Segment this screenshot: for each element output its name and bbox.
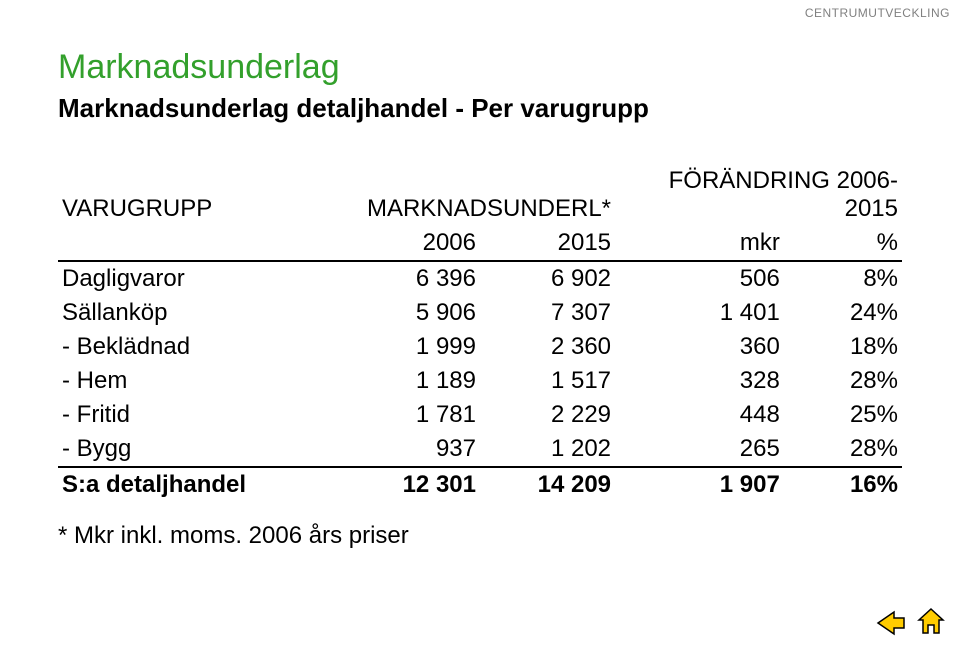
- page-title: Marknadsunderlag: [58, 48, 902, 87]
- cell-label: Sällanköp: [58, 296, 345, 330]
- cell-value: 506: [615, 261, 784, 296]
- col-header-marknadsunderl: MARKNADSUNDERL*: [345, 164, 615, 226]
- cell-value: 1 999: [345, 330, 480, 364]
- col-header-pct: %: [784, 226, 902, 261]
- table-row: - Hem 1 189 1 517 328 28%: [58, 364, 902, 398]
- nav-home-icon[interactable]: [916, 606, 946, 636]
- nav-icons: [876, 606, 946, 636]
- table-total-row: S:a detaljhandel 12 301 14 209 1 907 16%: [58, 467, 902, 502]
- page-subtitle: Marknadsunderlag detaljhandel - Per varu…: [58, 93, 902, 124]
- cell-value: 7 307: [480, 296, 615, 330]
- table-row: - Fritid 1 781 2 229 448 25%: [58, 398, 902, 432]
- cell-value: 360: [615, 330, 784, 364]
- cell-value: 2 360: [480, 330, 615, 364]
- col-header-mkr: mkr: [615, 226, 784, 261]
- table-row: - Beklädnad 1 999 2 360 360 18%: [58, 330, 902, 364]
- cell-value: 1 401: [615, 296, 784, 330]
- cell-label: - Bygg: [58, 432, 345, 467]
- cell-value: 25%: [784, 398, 902, 432]
- table-row: - Bygg 937 1 202 265 28%: [58, 432, 902, 467]
- cell-value: 8%: [784, 261, 902, 296]
- cell-total-value: 16%: [784, 467, 902, 502]
- col-header-forandring: FÖRÄNDRING 2006-2015: [615, 164, 902, 226]
- cell-total-value: 12 301: [345, 467, 480, 502]
- cell-value: 18%: [784, 330, 902, 364]
- cell-total-value: 14 209: [480, 467, 615, 502]
- brand-logo: CENTRUMUTVECKLING: [805, 6, 950, 20]
- nav-back-icon[interactable]: [876, 610, 906, 636]
- slide: CENTRUMUTVECKLING Marknadsunderlag Markn…: [0, 0, 960, 648]
- data-table: VARUGRUPP MARKNADSUNDERL* FÖRÄNDRING 200…: [58, 164, 902, 502]
- cell-label: Dagligvaror: [58, 261, 345, 296]
- cell-value: 448: [615, 398, 784, 432]
- cell-value: 265: [615, 432, 784, 467]
- cell-value: 1 781: [345, 398, 480, 432]
- cell-value: 6 902: [480, 261, 615, 296]
- cell-value: 328: [615, 364, 784, 398]
- table-row: Dagligvaror 6 396 6 902 506 8%: [58, 261, 902, 296]
- cell-total-value: 1 907: [615, 467, 784, 502]
- cell-total-label: S:a detaljhandel: [58, 467, 345, 502]
- col-header-2006: 2006: [345, 226, 480, 261]
- col-header-varugrupp: VARUGRUPP: [58, 164, 345, 226]
- cell-label: - Fritid: [58, 398, 345, 432]
- footnote: * Mkr inkl. moms. 2006 års priser: [58, 522, 902, 550]
- cell-value: 1 202: [480, 432, 615, 467]
- cell-value: 2 229: [480, 398, 615, 432]
- table-row: Sällanköp 5 906 7 307 1 401 24%: [58, 296, 902, 330]
- cell-label: - Beklädnad: [58, 330, 345, 364]
- col-header-2015: 2015: [480, 226, 615, 261]
- table-header-row-1: VARUGRUPP MARKNADSUNDERL* FÖRÄNDRING 200…: [58, 164, 902, 226]
- cell-value: 28%: [784, 364, 902, 398]
- cell-value: 24%: [784, 296, 902, 330]
- cell-value: 28%: [784, 432, 902, 467]
- cell-value: 5 906: [345, 296, 480, 330]
- cell-value: 1 189: [345, 364, 480, 398]
- cell-label: - Hem: [58, 364, 345, 398]
- table-header-row-2: 2006 2015 mkr %: [58, 226, 902, 261]
- cell-value: 6 396: [345, 261, 480, 296]
- cell-value: 937: [345, 432, 480, 467]
- cell-value: 1 517: [480, 364, 615, 398]
